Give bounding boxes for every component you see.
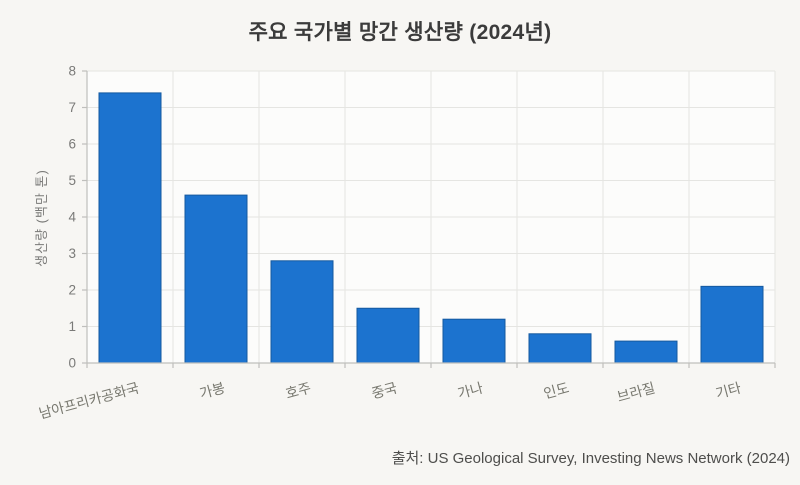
chart-title: 주요 국가별 망간 생산량 (2024년): [248, 21, 552, 44]
source-note: 출처: US Geological Survey, Investing News…: [391, 450, 790, 467]
x-tick-label: 중국: [370, 379, 399, 401]
x-axis-ticks: [86, 363, 776, 368]
x-tick-label: 기타: [714, 379, 743, 401]
bar-가봉: [184, 194, 248, 364]
x-tick-label: 가봉: [198, 379, 227, 401]
y-tick-label: 2: [68, 283, 76, 298]
y-tick-label: 1: [68, 319, 76, 334]
bar-브라질: [614, 340, 678, 364]
x-tick-label: 남아프리카공화국: [37, 379, 141, 421]
bar-인도: [528, 333, 592, 364]
y-tick-label: 0: [68, 356, 76, 371]
x-tick-label: 브라질: [615, 379, 656, 404]
gridlines: [87, 70, 776, 363]
y-tick-label: 6: [68, 137, 76, 152]
y-tick-label: 3: [68, 246, 76, 261]
x-axis-labels: 남아프리카공화국 가봉 호주 중국 가나 인도 브라질 기타: [37, 379, 743, 421]
x-tick-label: 가나: [456, 379, 485, 401]
x-tick-label: 호주: [284, 379, 313, 401]
y-tick-label: 8: [68, 64, 76, 79]
y-axis-title: 생산량 (백만 톤): [34, 169, 49, 267]
bar-남아프리카공화국: [98, 92, 162, 364]
bar-호주: [270, 260, 334, 364]
y-tick-label: 5: [68, 173, 76, 188]
y-tick-label: 7: [68, 100, 76, 115]
y-tick-label: 4: [68, 210, 76, 225]
y-axis-ticks: 0 1 2 3 4 5 6 7 8: [68, 64, 87, 371]
bars: [98, 92, 764, 364]
x-tick-label: 인도: [542, 379, 571, 401]
bar-가나: [442, 318, 506, 364]
bar-기타: [700, 285, 764, 364]
bar-중국: [356, 307, 420, 364]
